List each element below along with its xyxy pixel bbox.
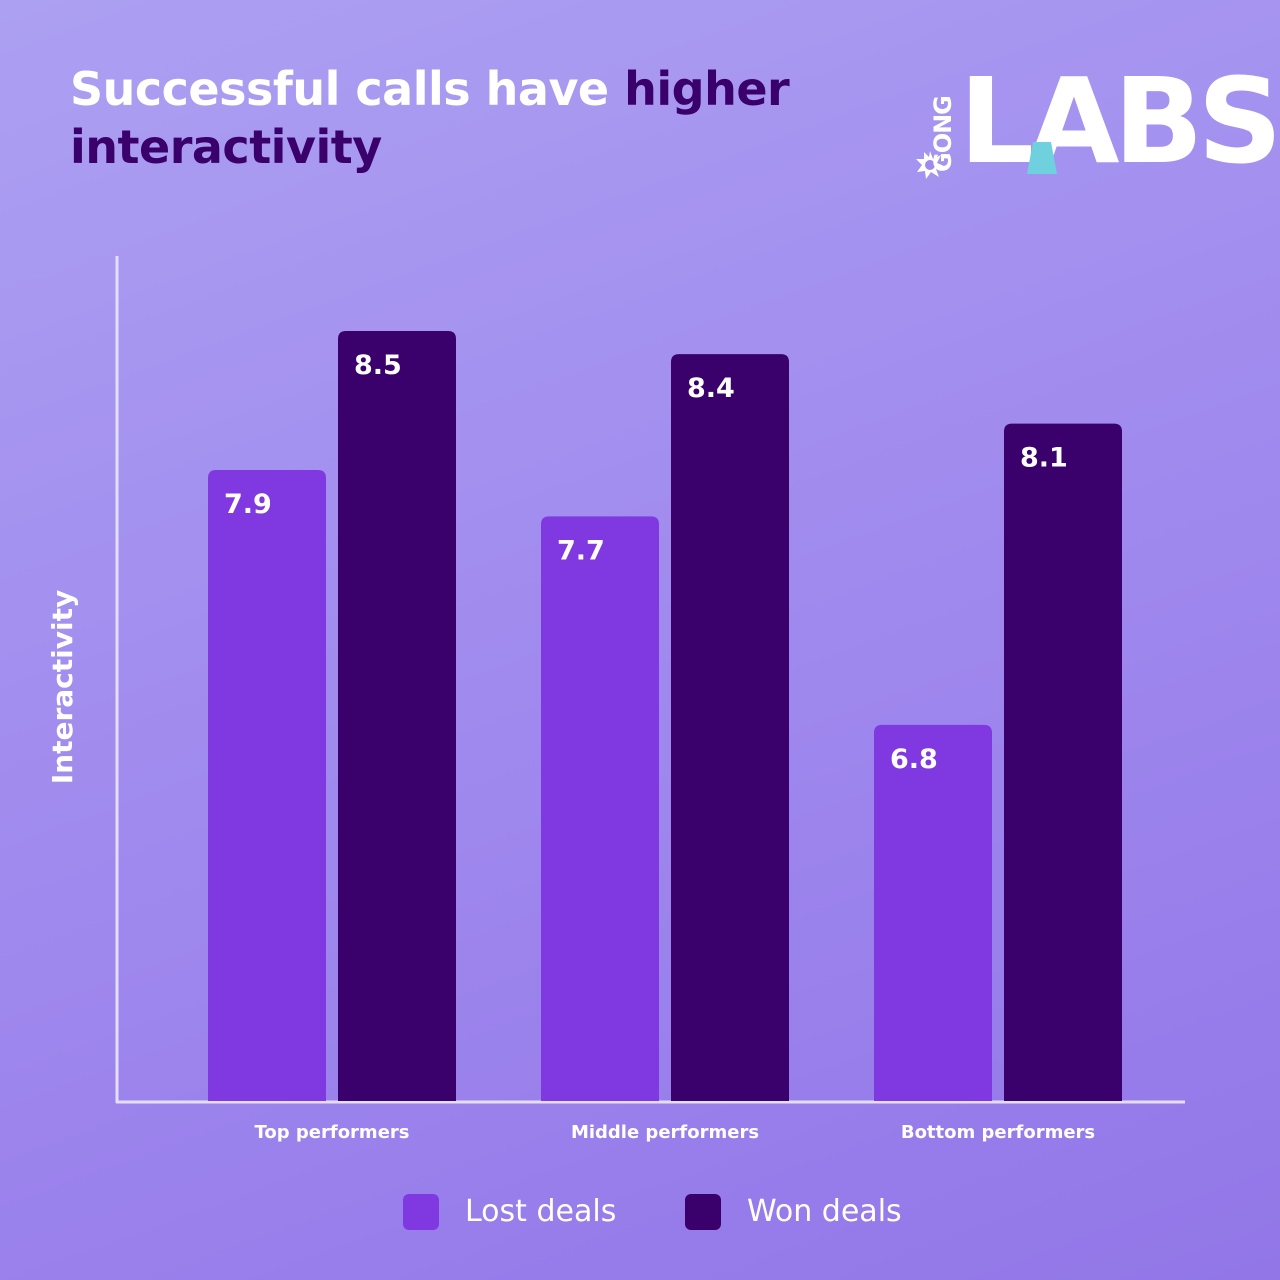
x-tick-label-middle-performers: Middle performers [571, 1122, 759, 1143]
data-label-top-performers-lost-deals: 7.9 [224, 489, 272, 520]
bar-top-performers-won-deals [338, 331, 456, 1101]
data-label-bottom-performers-won-deals: 8.1 [1020, 443, 1068, 474]
gong-labs-logo: GONG LABS [915, 56, 1280, 186]
flask-icon [1027, 142, 1057, 174]
data-label-top-performers-won-deals: 8.5 [354, 350, 402, 381]
chart-title: Successful calls have higher interactivi… [70, 60, 830, 176]
legend-label-lost: Lost deals [465, 1194, 617, 1229]
y-axis-label: Interactivity [46, 590, 79, 785]
bar-bottom-performers-won-deals [1004, 423, 1122, 1102]
bar-middle-performers-won-deals [671, 354, 789, 1102]
legend-swatch-won [685, 1194, 721, 1230]
legend-label-won: Won deals [747, 1194, 902, 1229]
x-tick-labels: Top performers Middle performers Bottom pe… [254, 1122, 1095, 1143]
bars-group: 7.9 8.5 7.7 8.4 6.8 8.1 [208, 331, 1122, 1102]
data-label-middle-performers-won-deals: 8.4 [687, 373, 735, 404]
data-label-bottom-performers-lost-deals: 6.8 [890, 744, 938, 775]
logo-labs-text: LABS [959, 52, 1280, 190]
title-text: Successful calls have [70, 62, 625, 116]
legend-swatch-lost [403, 1194, 439, 1230]
x-tick-label-bottom-performers: Bottom performers [901, 1122, 1095, 1143]
bar-bottom-performers-lost-deals [874, 724, 992, 1101]
title-highlight: higher interactivity [70, 62, 790, 174]
bar-middle-performers-lost-deals [541, 516, 659, 1101]
data-label-middle-performers-lost-deals: 7.7 [557, 535, 605, 566]
x-tick-label-top-performers: Top performers [254, 1122, 409, 1143]
burst-icon [916, 151, 944, 179]
bar-top-performers-lost-deals [208, 470, 326, 1101]
legend: Lost deals Won deals [0, 1188, 1280, 1238]
